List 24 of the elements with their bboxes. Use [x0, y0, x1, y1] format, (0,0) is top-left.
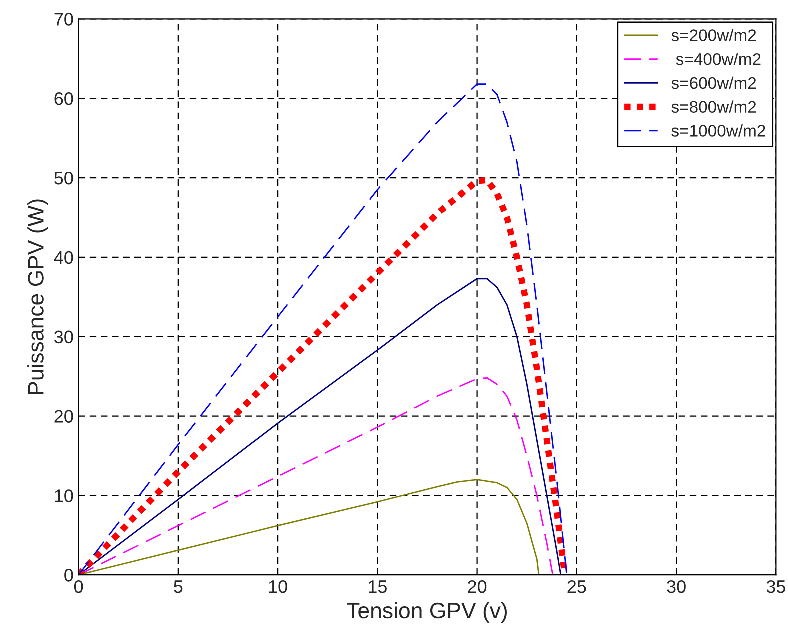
x-axis-title: Tension GPV (v) — [347, 602, 507, 624]
x-tick-label: 35 — [766, 580, 786, 594]
y-tick-label: 20 — [54, 410, 74, 423]
y-tick-label: 30 — [54, 330, 74, 344]
y-tick-label: 50 — [54, 172, 74, 185]
y-tick-label: 60 — [54, 92, 74, 106]
x-tick-label: 25 — [568, 580, 586, 594]
y-axis-title: Puissance GPV (W) — [28, 200, 48, 394]
legend-label: s=400w/m2 — [676, 53, 761, 66]
line-series — [78, 84, 568, 576]
y-tick-label: 0 — [64, 569, 74, 582]
legend-label: s=1000w/m2 — [672, 124, 766, 137]
x-tick-label: 0 — [74, 580, 84, 594]
x-tick-label: 5 — [174, 580, 183, 594]
legend-label: s=800w/m2 — [672, 100, 756, 114]
y-tick-label: 70 — [54, 13, 74, 26]
legend-label: s=600w/m2 — [672, 76, 756, 90]
legend-label: s=200w/m2 — [672, 29, 756, 42]
x-tick-label: 10 — [269, 580, 288, 594]
y-tick-label: 10 — [55, 490, 74, 502]
y-tick-label: 40 — [54, 251, 74, 264]
x-tick-label: 30 — [667, 580, 686, 594]
x-tick-label: 20 — [468, 580, 487, 594]
x-tick-label: 15 — [369, 580, 387, 594]
